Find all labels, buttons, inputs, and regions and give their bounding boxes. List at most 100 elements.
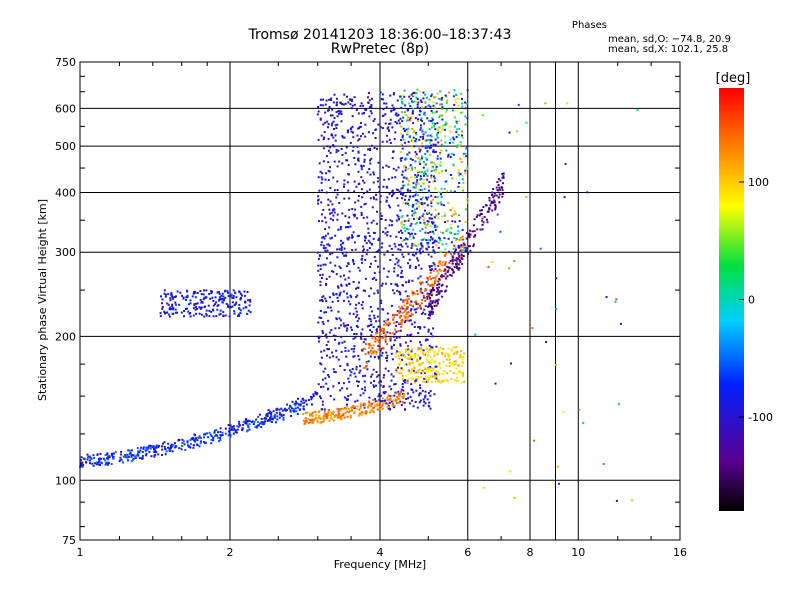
data-point [456,128,459,131]
data-point [368,346,371,349]
data-point [459,355,462,358]
data-point [248,428,251,431]
data-point [386,331,389,334]
data-point [337,382,340,384]
data-point [384,391,387,393]
data-point [344,102,347,105]
data-point [408,279,411,282]
data-point [453,89,456,92]
data-point [381,282,384,285]
data-point [227,424,230,427]
data-point [402,397,405,400]
data-point [474,234,477,237]
data-point [411,110,414,113]
data-point [451,260,454,262]
data-point [429,141,432,144]
data-point [360,176,363,179]
data-point [379,212,382,215]
data-point [96,453,99,456]
data-point [332,176,335,179]
y-tick-label: 75 [62,534,76,547]
data-point [412,244,415,247]
data-point [444,141,447,144]
data-point [172,296,174,299]
data-point [244,419,247,422]
data-point [134,455,137,458]
data-point [426,348,429,350]
data-point [394,113,397,116]
data-point [401,102,404,105]
data-point [320,386,322,389]
data-point [358,371,361,374]
data-point [276,415,279,418]
data-point [309,412,312,415]
data-point [359,125,362,128]
data-point [320,201,323,204]
data-point [399,266,402,269]
data-point [381,115,384,117]
data-point [335,148,338,151]
data-point [350,371,353,374]
data-point [351,208,354,210]
data-point [378,398,381,401]
data-point [417,326,420,329]
data-point [406,357,409,360]
data-point [181,442,184,444]
data-point [168,447,171,450]
data-point [374,137,377,139]
data-point [459,259,461,262]
data-point [108,455,111,458]
data-point [586,191,589,194]
data-point [324,377,327,380]
data-point [423,367,426,370]
data-point [349,141,352,144]
data-point [413,91,416,94]
data-point [343,254,346,257]
data-point [461,186,464,189]
data-point [399,307,402,310]
data-point [161,448,164,451]
data-point [425,145,428,148]
data-point [412,195,415,198]
data-point [364,135,367,138]
data-point [417,369,419,372]
data-point [340,336,343,338]
data-point [434,163,437,166]
data-point [412,94,415,97]
data-point [396,283,398,286]
data-point [445,180,448,183]
data-point [460,130,463,133]
data-point [432,249,435,252]
data-point [449,130,452,133]
data-point [169,449,172,452]
data-point [453,346,456,349]
data-point [242,423,245,426]
data-point [401,385,404,388]
data-point [427,279,430,282]
data-point [104,459,107,462]
data-point [432,300,435,303]
data-point [389,118,392,121]
data-point [438,278,441,280]
data-point [196,439,199,442]
data-point [429,312,432,315]
data-point [323,136,325,139]
data-point [363,181,366,184]
data-point [259,422,262,425]
data-point [327,178,330,181]
data-point [406,109,409,112]
data-point [398,357,401,360]
data-point [416,257,419,260]
data-point [396,197,399,200]
data-point [216,308,219,311]
data-point [378,347,381,350]
data-point [404,356,407,358]
data-point [376,315,379,318]
data-point [237,315,239,318]
data-point [397,366,399,369]
data-point [439,290,442,293]
data-point [341,252,344,255]
data-point [400,221,403,224]
data-point [465,245,468,248]
data-point [386,127,389,130]
